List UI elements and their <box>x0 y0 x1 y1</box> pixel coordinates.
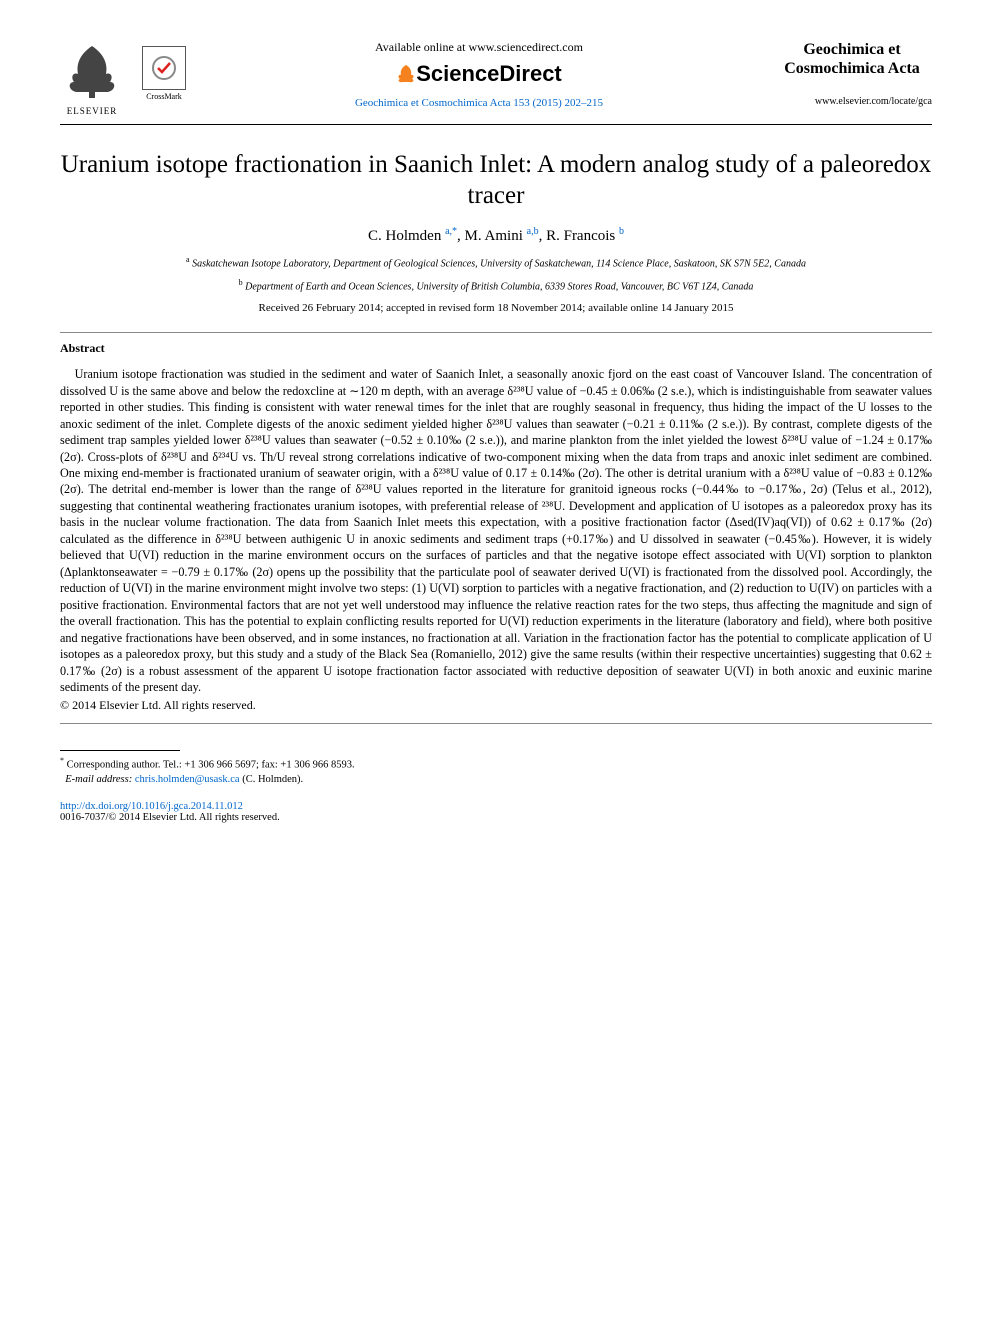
abstract-bottom-rule <box>60 723 932 724</box>
author-3-affil: b <box>619 226 624 237</box>
header-rule <box>60 124 932 125</box>
header-center: Available online at www.sciencedirect.co… <box>186 40 772 109</box>
author-1-affil: a, <box>445 226 452 237</box>
affiliation-b: b Department of Earth and Ocean Sciences… <box>100 278 892 294</box>
crossmark-label: CrossMark <box>142 92 186 101</box>
journal-locate-url: www.elsevier.com/locate/gca <box>772 96 932 107</box>
footnotes: * Corresponding author. Tel.: +1 306 966… <box>60 755 932 788</box>
abstract-top-rule <box>60 332 932 333</box>
article-title: Uranium isotope fractionation in Saanich… <box>60 149 932 212</box>
authors: C. Holmden a,*, M. Amini a,b, R. Francoi… <box>60 226 932 245</box>
page: ELSEVIER CrossMark Available online at w… <box>0 0 992 853</box>
affiliation-a: a Saskatchewan Isotope Laboratory, Depar… <box>100 255 892 271</box>
header-row: ELSEVIER CrossMark Available online at w… <box>60 40 932 116</box>
corresponding-author: * Corresponding author. Tel.: +1 306 966… <box>60 755 932 773</box>
journal-title: Geochimica et Cosmochimica Acta <box>772 40 932 78</box>
header-left: ELSEVIER CrossMark <box>60 40 186 116</box>
sciencedirect-text: ScienceDirect <box>416 61 562 86</box>
email-paren: (C. Holmden). <box>242 774 303 785</box>
doi-line: http://dx.doi.org/10.1016/j.gca.2014.11.… <box>60 801 932 812</box>
elsevier-tree-icon <box>60 40 124 104</box>
sciencedirect-logo: ScienceDirect <box>186 61 772 87</box>
available-online-text: Available online at www.sciencedirect.co… <box>186 40 772 55</box>
email-label: E-mail address: <box>65 774 132 785</box>
author-2-affil: a,b <box>527 226 539 237</box>
author-1-corr: * <box>452 226 457 237</box>
elsevier-logo: ELSEVIER <box>60 40 124 116</box>
email-address[interactable]: chris.holmden@usask.ca <box>135 774 240 785</box>
journal-reference[interactable]: Geochimica et Cosmochimica Acta 153 (201… <box>186 97 772 109</box>
author-3: R. Francois <box>546 228 615 244</box>
elsevier-label: ELSEVIER <box>60 106 124 116</box>
crossmark-icon <box>142 46 186 90</box>
footnote-separator <box>60 750 180 751</box>
abstract-body: Uranium isotope fractionation was studie… <box>60 366 932 695</box>
issn-line: 0016-7037/© 2014 Elsevier Ltd. All right… <box>60 812 932 823</box>
article-dates: Received 26 February 2014; accepted in r… <box>60 302 932 314</box>
header-right: Geochimica et Cosmochimica Acta www.else… <box>772 40 932 107</box>
abstract-copyright: © 2014 Elsevier Ltd. All rights reserved… <box>60 698 932 713</box>
sciencedirect-icon <box>396 64 416 84</box>
crossmark[interactable]: CrossMark <box>142 46 186 101</box>
abstract-label: Abstract <box>60 341 932 356</box>
doi-link[interactable]: http://dx.doi.org/10.1016/j.gca.2014.11.… <box>60 801 243 812</box>
email-line: E-mail address: chris.holmden@usask.ca (… <box>60 773 932 788</box>
author-1: C. Holmden <box>368 228 441 244</box>
author-2: M. Amini <box>465 228 523 244</box>
